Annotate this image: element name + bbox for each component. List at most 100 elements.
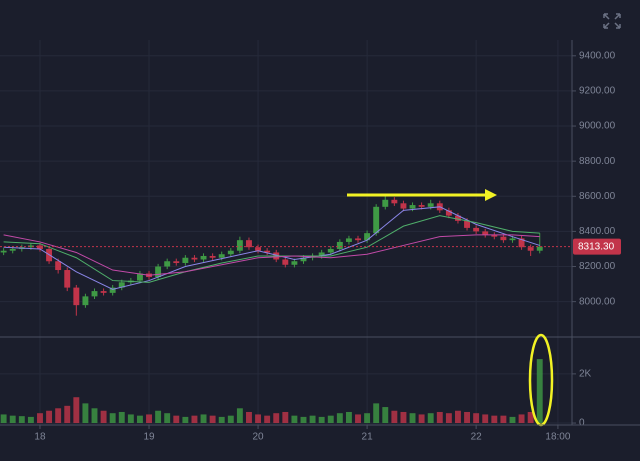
candle-body [464,220,471,228]
x-tick-label: 19 [143,432,155,443]
moving-average-line [3,234,540,276]
volume-bar [409,413,416,424]
candle-body [382,199,389,207]
candle-body [100,291,107,293]
volume-bar [373,403,380,424]
candle-body [37,245,43,249]
candle-body [327,248,334,253]
y2-tick-label: 0 [579,418,585,429]
candle-body [255,247,262,251]
candle-body [445,210,452,216]
candle-body [218,254,225,258]
volume-bar [482,414,489,424]
volume-bar [37,413,43,424]
expand-corner [614,22,621,29]
candle-body [300,257,307,262]
candle-body [209,255,216,258]
candle-body [400,203,407,209]
candle-body [409,205,416,209]
candle-body [364,233,371,241]
y-tick-label: 9000.00 [579,121,616,132]
volume-bar [445,413,452,424]
volume-bar [18,416,25,424]
candle-body [482,231,489,235]
candle-body [200,255,207,260]
volume-bar [9,415,16,424]
candle-body [155,266,162,278]
arrow-head [485,189,497,201]
volume-bar [509,416,516,424]
candle-body [91,291,98,297]
candle-body [9,248,16,251]
volume-bar [327,415,334,424]
candle-body [500,236,507,241]
volume-bar [282,411,289,424]
candle-body [291,261,298,265]
volume-bar [536,359,543,424]
volume-bar [127,414,134,424]
candle-body [73,287,80,306]
last-price-box [573,238,621,255]
candle-body [527,247,534,251]
volume-bar [391,410,398,424]
volume-bar [82,403,89,424]
y-tick-label: 9400.00 [579,50,616,61]
last-price-label: 8313.30 [578,241,615,252]
candle-body [136,273,143,281]
expand-corner [614,13,621,20]
volume-bar [527,411,534,424]
x-tick-label: 18 [34,432,46,443]
volume-bar [300,416,307,424]
candle-body [491,234,498,237]
candle-body [518,238,525,248]
volume-bar [364,413,371,424]
candle-body [282,259,289,265]
volume-bar [518,414,525,424]
volume-bar [100,410,107,424]
candle-body [509,238,516,241]
candle-body [227,250,234,255]
marks [0,196,572,424]
candle-body [118,282,125,288]
y-tick-label: 8400.00 [579,226,616,237]
yellow-arrow [347,189,497,201]
volume-bar [418,414,425,424]
volume-bar [382,407,389,424]
volume-bar [491,415,498,424]
expand-icon[interactable] [603,13,621,29]
volume-bar [500,415,507,424]
candle-body [0,250,7,253]
expand-corner [603,13,610,20]
volume-bar [291,415,298,424]
candle-body [345,238,352,242]
volume-bar [309,415,316,424]
candle-body [355,238,361,241]
candle-body [55,261,62,271]
y-tick-label: 8800.00 [579,156,616,167]
candle-body [418,205,425,207]
volume-bar [191,415,198,424]
volume-bar [236,408,243,424]
volume-bar [136,415,143,424]
volume-bar [218,416,225,424]
candle-body [391,199,398,204]
candle-body [82,296,89,306]
volume-bar [46,410,53,424]
volume-bar [155,410,162,424]
volume-bar [427,413,434,424]
volume-bar [464,411,471,424]
volume-bar [336,413,343,424]
volume-bar [173,415,180,424]
candle-body [473,227,480,232]
volume-bar [473,413,480,424]
moving-average-line [3,215,540,283]
volume-bar [55,408,62,424]
volume-bar [436,411,443,424]
expand-corner [603,22,610,29]
volume-bar [182,416,189,424]
volume-bar [109,413,116,424]
candle-body [191,257,198,260]
candle-body [64,270,71,288]
volume-bar [164,413,171,424]
volume-bar [209,415,216,424]
